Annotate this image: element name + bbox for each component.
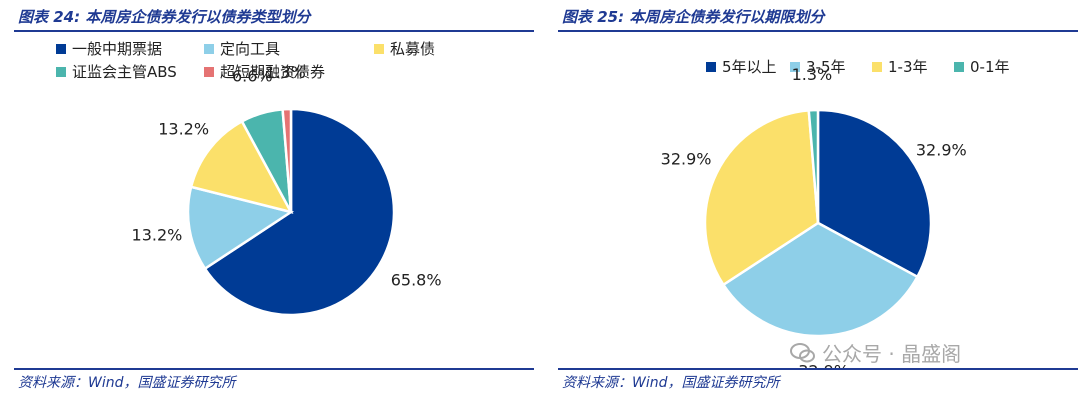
chart-panel-bond-type: 图表 24: 本周房企债券发行以债券类型划分 一般中期票据 定向工具 私募债证监会主…: [14, 0, 534, 400]
legend-label-0: 5年以上: [722, 58, 777, 76]
legend-swatch-2: [374, 44, 384, 54]
legend-swatch-4: [204, 67, 214, 77]
legend-swatch-2: [872, 62, 882, 72]
data-label-3: 6.6%: [232, 67, 273, 86]
data-label-3: 1.3%: [792, 65, 833, 84]
data-label-1: 13.2%: [132, 226, 183, 245]
watermark-text: 公众号 · 晶盛阁: [822, 342, 962, 366]
chart-title: 图表 25: 本周房企债券发行以期限划分: [562, 8, 825, 26]
legend-swatch-1: [790, 62, 800, 72]
pie-slice-2: [703, 109, 820, 287]
legend-label-2: 私募债: [390, 40, 435, 58]
pie-slice-4: [281, 107, 293, 213]
legend-label-2: 1-3年: [888, 58, 928, 76]
pie-slice-2: [189, 119, 294, 214]
pie-slice-1: [186, 185, 295, 271]
source-divider: [558, 368, 1078, 370]
pie-slice-0: [816, 108, 933, 279]
legend-label-3: 0-1年: [970, 58, 1010, 76]
legend-swatch-1: [204, 44, 214, 54]
legend-swatch-3: [56, 67, 66, 77]
legend-swatch-0: [56, 44, 66, 54]
pie-slice-0: [203, 107, 396, 317]
source-note: 资料来源：Wind，国盛证券研究所: [562, 375, 780, 391]
legend-swatch-3: [954, 62, 964, 72]
source-note: 资料来源：Wind，国盛证券研究所: [18, 375, 236, 391]
data-label-4: 1.3%: [265, 63, 306, 82]
pie-slice-1: [721, 221, 920, 338]
watermark: 公众号 · 晶盛阁: [790, 338, 961, 367]
legend-swatch-0: [706, 62, 716, 72]
data-label-0: 65.8%: [391, 270, 442, 289]
data-label-2: 13.2%: [158, 120, 209, 139]
data-label-2: 32.9%: [661, 149, 712, 168]
title-divider: [558, 30, 1078, 32]
pie-slice-3: [807, 108, 820, 224]
pie-chart-maturity: 5年以上 3-5年 1-3年 0-1年 32.9% 32.9% 32.9% 1.3%: [661, 58, 1010, 368]
data-label-0: 32.9%: [916, 141, 967, 160]
source-divider: [14, 368, 534, 370]
legend-label-1: 定向工具: [220, 40, 280, 58]
data-label-1: 32.9%: [798, 362, 849, 368]
legend-label-0: 一般中期票据: [72, 40, 162, 58]
chart-panel-maturity: 图表 25: 本周房企债券发行以期限划分 5年以上 3-5年 1-3年 0-1年 32.…: [558, 0, 1078, 400]
legend-label-3: 证监会主管ABS: [72, 63, 177, 81]
legend-label-1: 3-5年: [806, 58, 846, 76]
wechat-icon: [790, 342, 815, 362]
title-divider: [14, 30, 534, 32]
chart-title: 图表 24: 本周房企债券发行以债券类型划分: [18, 8, 311, 26]
legend-label-4: 超短期融资债券: [220, 63, 325, 81]
